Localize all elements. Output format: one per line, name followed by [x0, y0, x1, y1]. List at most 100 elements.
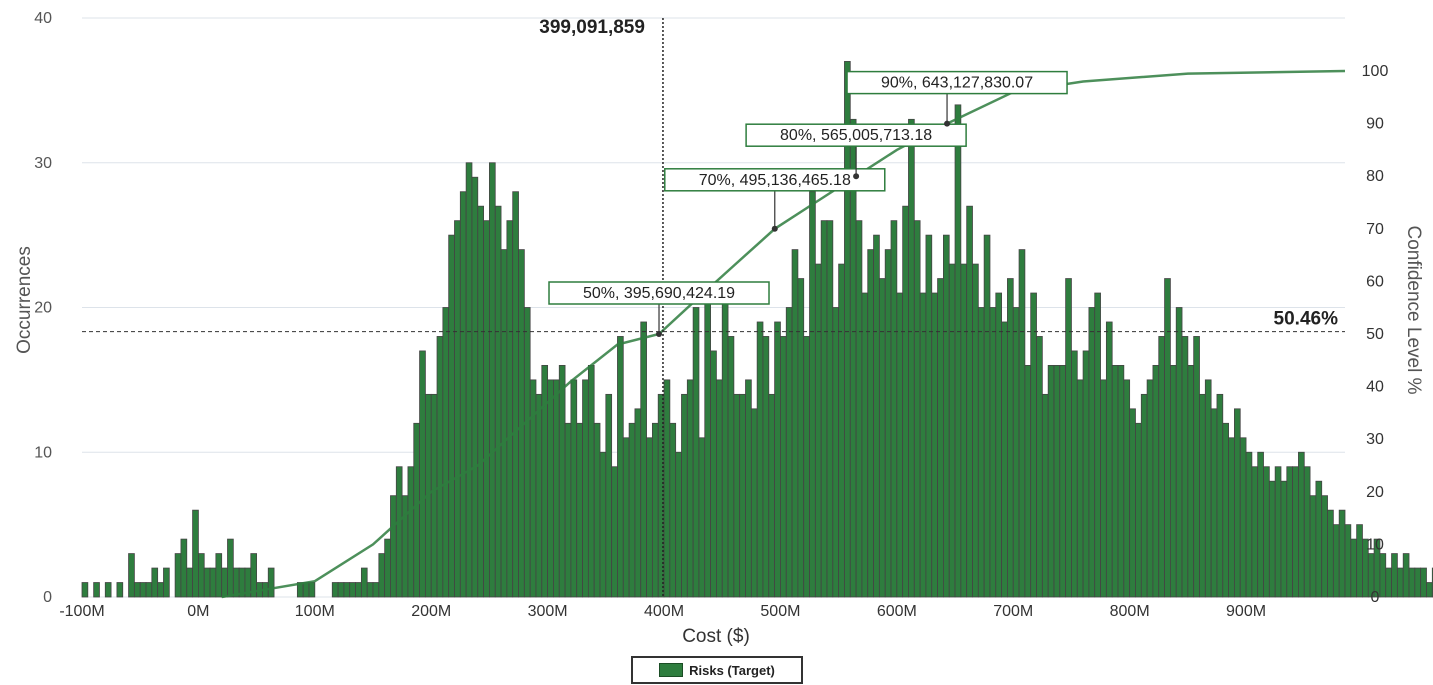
histogram-bar: [436, 336, 444, 598]
histogram-bar: [943, 234, 950, 598]
histogram-bar: [413, 422, 420, 598]
histogram-bar: [1228, 437, 1235, 598]
histogram-bar: [1396, 567, 1404, 598]
y-tick-label: 30: [34, 155, 52, 172]
histogram-bar: [1321, 495, 1328, 598]
histogram-bar: [547, 379, 554, 598]
x-tick-label: 100M: [295, 603, 335, 620]
y-tick-label: 0: [43, 589, 52, 606]
histogram-bar: [384, 538, 391, 598]
annotation-label: 70%, 495,136,465.18: [699, 172, 851, 189]
histogram-bar: [1251, 466, 1259, 598]
y2-axis-title: Confidence Level %: [1403, 226, 1424, 395]
histogram-bar: [1105, 321, 1113, 598]
histogram-bar: [977, 307, 985, 598]
histogram-bar: [1280, 480, 1288, 598]
histogram-bar: [1012, 307, 1020, 598]
histogram-bar: [1263, 466, 1270, 598]
histogram-bar: [1082, 350, 1090, 598]
histogram-bar: [570, 379, 578, 598]
histogram-bar: [448, 234, 455, 598]
histogram-bar: [1408, 567, 1416, 598]
y2-tick-label: 100: [1362, 63, 1389, 80]
histogram-bar: [599, 451, 607, 598]
legend-swatch: [659, 663, 684, 677]
histogram-bar: [1193, 336, 1200, 598]
histogram-bar: [221, 567, 228, 598]
histogram-bar: [151, 567, 159, 598]
histogram-bar: [459, 191, 467, 598]
x-tick-label: 400M: [644, 603, 684, 620]
histogram-bar: [791, 249, 799, 598]
histogram-bar: [535, 393, 543, 598]
histogram-bar: [681, 393, 688, 598]
histogram-bar: [302, 582, 310, 598]
histogram-bar: [1391, 553, 1398, 598]
histogram-bar: [1234, 408, 1241, 598]
histogram-bar: [308, 582, 316, 598]
histogram-bar: [1024, 364, 1032, 598]
y2-tick-label: 50: [1366, 326, 1384, 343]
annotation-label: 90%, 643,127,830.07: [881, 75, 1033, 92]
reference-lines: 399,091,859 50.46%: [82, 17, 1345, 597]
histogram-bar: [506, 220, 514, 598]
histogram-bar: [721, 292, 729, 598]
histogram-bar: [814, 263, 822, 598]
histogram-bar: [93, 582, 100, 598]
y-axis-title: Occurrences: [14, 246, 35, 354]
histogram-bar: [1065, 278, 1072, 598]
histogram-bar: [1117, 364, 1125, 598]
histogram-bar: [750, 408, 758, 598]
histogram-bar: [145, 582, 153, 598]
histogram-bar: [1187, 364, 1195, 598]
histogram-bar: [861, 292, 869, 598]
histogram-bar: [902, 205, 909, 598]
histogram-bar: [349, 582, 356, 598]
x-tick-label: -100M: [59, 603, 104, 620]
histogram-bar: [698, 437, 706, 598]
confidence-line-label: 50.46%: [1274, 309, 1339, 330]
histogram-bar: [227, 538, 234, 598]
histogram-bar: [407, 466, 415, 598]
histogram-bar: [1245, 451, 1253, 598]
histogram-bar: [1402, 553, 1410, 598]
histogram-bar: [192, 509, 199, 598]
histogram-bar: [1420, 567, 1427, 598]
histogram-bar: [198, 553, 205, 598]
histogram-bar: [727, 336, 735, 598]
histogram-bar: [739, 393, 746, 598]
histogram-bar: [232, 567, 240, 598]
histogram-bar: [640, 321, 647, 598]
histogram-bar: [1385, 567, 1392, 598]
histogram-bar: [1152, 364, 1160, 598]
histogram-bar: [116, 582, 124, 598]
histogram-bar: [762, 336, 770, 598]
histogram-bar: [704, 292, 711, 598]
histogram-bar: [133, 582, 141, 598]
histogram-bar: [960, 263, 968, 598]
histogram-bar: [1338, 509, 1346, 598]
histogram-bar: [646, 437, 653, 598]
histogram-bar: [331, 582, 339, 598]
histogram-bar: [1135, 422, 1142, 598]
histogram-bar: [634, 408, 642, 598]
histogram-bar: [1041, 393, 1049, 598]
x-tick-label: 700M: [993, 603, 1033, 620]
x-tick-label: 600M: [877, 603, 917, 620]
histogram-bar: [180, 538, 188, 598]
histogram-bar: [1036, 336, 1043, 598]
histogram-bar: [954, 104, 962, 598]
legend[interactable]: Risks (Target): [631, 656, 803, 684]
histogram-bar: [558, 364, 566, 598]
histogram-bar: [785, 307, 793, 598]
x-tick-label: 800M: [1110, 603, 1150, 620]
histogram-bar: [553, 379, 560, 598]
histogram-bar: [378, 553, 386, 598]
histogram-bar: [1379, 553, 1387, 598]
histogram-bar: [1071, 350, 1078, 598]
histogram-bar: [832, 307, 840, 598]
histogram-bar: [855, 220, 863, 598]
y2-tick-label: 30: [1366, 431, 1384, 448]
histogram-bar: [489, 162, 496, 598]
histogram-bar: [157, 582, 164, 598]
